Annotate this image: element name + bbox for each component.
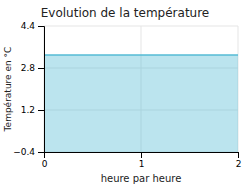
line xyxy=(44,54,238,56)
tick-mark xyxy=(38,68,44,69)
tick: 1 xyxy=(139,152,145,169)
tick-mark xyxy=(38,110,44,111)
tick: 2 xyxy=(236,152,242,169)
tick-mark xyxy=(38,26,44,27)
x-axis-title: heure par heure xyxy=(101,173,182,184)
y-axis: −0.4 1.2 2.8 4.4 xyxy=(13,21,44,157)
tick-label: −0.4 xyxy=(13,147,35,157)
tick-label: 4.4 xyxy=(21,21,36,31)
chart: 0 1 2 −0.4 1.2 2.8 4.4 Evolution de la températ… xyxy=(0,0,250,188)
title: Evolution de la température xyxy=(41,6,210,20)
area xyxy=(44,55,238,152)
tick: 0 xyxy=(42,152,48,169)
plot-area: 0 1 2 −0.4 1.2 2.8 4.4 xyxy=(13,21,241,169)
axis-line xyxy=(38,27,45,153)
tick-label: 2 xyxy=(236,159,242,169)
tick-mark xyxy=(238,152,239,158)
tick-label: 1.2 xyxy=(21,105,35,115)
tick: 4.4 xyxy=(21,21,44,31)
tick-mark xyxy=(141,152,142,158)
tick: 2.8 xyxy=(21,63,44,73)
tick-label: 1 xyxy=(139,159,145,169)
x-axis: 0 1 2 xyxy=(42,152,242,169)
tick-label: 2.8 xyxy=(21,63,36,73)
tick: −0.4 xyxy=(13,147,44,157)
tick-mark xyxy=(38,152,44,153)
tick-label: 0 xyxy=(42,159,48,169)
marks xyxy=(44,55,238,152)
axis-line xyxy=(45,153,239,159)
tick: 1.2 xyxy=(21,105,44,115)
grid xyxy=(44,26,238,152)
y-axis-title: Température en °C xyxy=(3,47,13,133)
